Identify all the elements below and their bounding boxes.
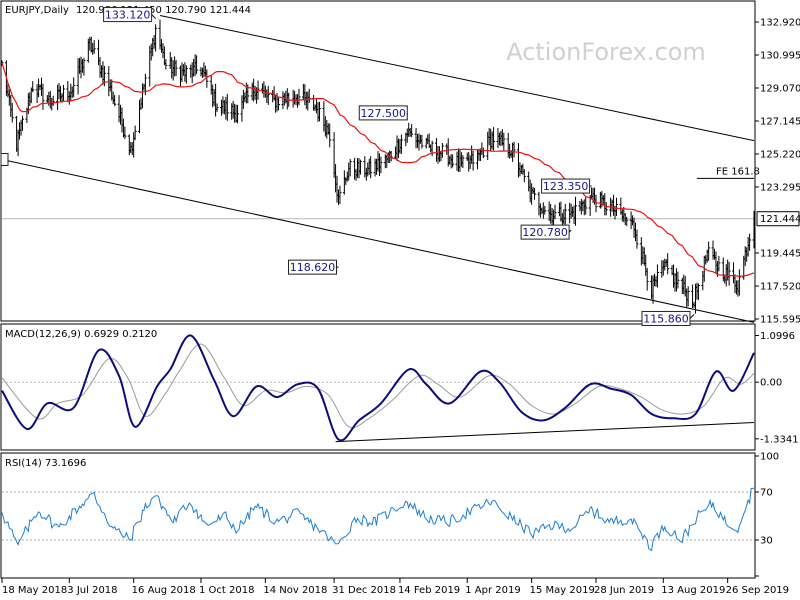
x-tick-label: 1 Oct 2018 — [199, 585, 254, 596]
rsi-title: RSI(14) 73.1696 — [5, 458, 86, 469]
x-tick-label: 13 Aug 2019 — [661, 585, 725, 596]
annotation-box — [358, 105, 408, 121]
moving-average-line — [1, 62, 755, 277]
x-tick-label: 14 Feb 2019 — [398, 585, 460, 596]
annotation-label: 115.860 — [643, 312, 689, 325]
rsi-line — [1, 487, 755, 552]
rsi-y-tick: 70 — [760, 488, 773, 499]
rsi-y-tick: 30 — [760, 536, 773, 547]
price-y-tick: 121.444 — [760, 214, 800, 225]
annotation-leader — [689, 314, 695, 319]
price-title: EURJPY,Daily — [5, 5, 69, 16]
price-y-tick: 127.145 — [760, 117, 800, 128]
fe-label: FE 161.8 — [716, 166, 760, 177]
rsi-y-tick: 100 — [760, 452, 779, 463]
macd-trendline — [335, 422, 755, 443]
x-tick-label: 1 Apr 2019 — [465, 585, 520, 596]
annotation-box — [541, 178, 591, 194]
x-axis: 18 May 2018 3 Jul 2018 16 Aug 2018 1 Oct 20… — [1, 578, 789, 596]
macd-panel-frame — [0, 323, 756, 451]
macd-line — [1, 334, 755, 442]
price-y-tick: 123.295 — [760, 183, 800, 194]
price-ohlc: 120.986 121.450 120.790 121.444 — [76, 5, 251, 16]
channel-start-marker — [0, 152, 9, 166]
price-y-tick: 117.520 — [760, 282, 800, 293]
price-bars — [0, 19, 756, 314]
annotation-label: 123.350 — [543, 180, 589, 193]
annotation-label: 133.120 — [105, 9, 151, 22]
channel-lower-line — [1, 158, 755, 323]
x-tick-label: 31 Dec 2018 — [332, 585, 396, 596]
annotation-box — [641, 310, 691, 326]
annotation-label: 118.620 — [290, 261, 336, 274]
macd-y-tick: 0.00 — [760, 378, 782, 389]
price-y-tick: 130.995 — [760, 51, 800, 62]
price-y-tick: 119.445 — [760, 249, 800, 260]
x-tick-label: 15 May 2019 — [530, 585, 595, 596]
price-y-tick: 129.070 — [760, 84, 800, 95]
last-price-box — [756, 211, 800, 227]
annotation-label: 120.780 — [522, 226, 568, 239]
x-tick-label: 3 Jul 2018 — [67, 585, 117, 596]
price-panel: 132.920 130.995 129.070 127.145 125.220 123.2… — [0, 7, 800, 326]
channel-upper-line — [159, 14, 755, 142]
watermark: ActionForex.com — [506, 38, 706, 66]
price-y-tick: 115.595 — [760, 315, 800, 326]
macd-panel: 1.0996 0.00 -1.3341 — [1, 331, 799, 445]
macd-title: MACD(12,26,9) 0.6929 0.2120 — [5, 329, 157, 340]
annotation-box — [103, 7, 153, 23]
annotation-box — [287, 259, 337, 275]
annotation-label: 127.500 — [361, 107, 407, 120]
x-tick-label: 26 Sep 2019 — [726, 585, 789, 596]
annotation-leader — [151, 14, 156, 19]
x-tick-label: 14 Nov 2018 — [263, 585, 327, 596]
x-tick-label: 18 May 2018 — [2, 585, 67, 596]
macd-y-tick: -1.3341 — [760, 434, 799, 445]
price-y-tick: 125.220 — [760, 150, 800, 161]
x-tick-label: 16 Aug 2018 — [132, 585, 196, 596]
macd-y-tick: 1.0996 — [760, 331, 795, 342]
annotation-box — [520, 224, 570, 240]
x-tick-label: 28 Jun 2019 — [594, 585, 654, 596]
rsi-panel: 100 70 30 — [1, 452, 779, 577]
rsi-panel-frame — [0, 452, 756, 579]
price-y-tick: 132.920 — [760, 18, 800, 29]
